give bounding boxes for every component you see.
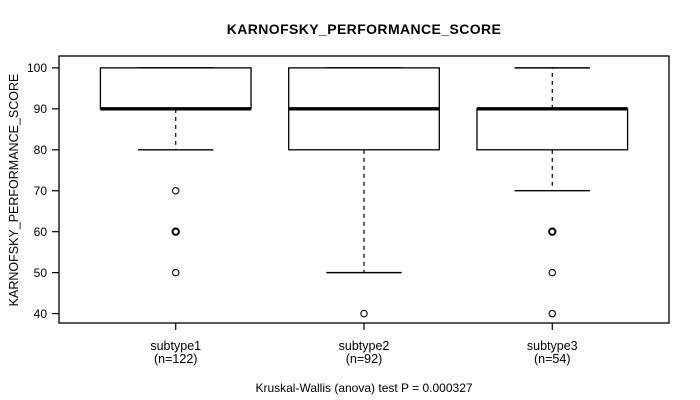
boxplot-group-subtype3: subtype3(n=54) [476,67,629,366]
x-tick-sublabel-subtype3: (n=54) [534,352,570,366]
y-tick-label: 100 [27,61,47,75]
x-tick-sublabel-subtype1: (n=122) [154,352,197,366]
x-tick-sublabel-subtype2: (n=92) [346,352,382,366]
outlier-point [548,309,557,318]
outlier-point [360,309,368,318]
outlier-point [171,186,180,195]
iqr-box [99,67,252,110]
y-tick-label: 50 [34,266,48,280]
outlier-point [171,227,180,236]
x-tick-label-subtype1: subtype1 [150,339,201,353]
boxplot-group-subtype2: subtype2(n=92) [288,67,440,366]
iqr-box [476,108,629,151]
y-tick-label: 90 [34,102,48,116]
y-tick-label: 80 [34,143,48,157]
outlier-point [548,268,557,277]
outlier-point [171,268,180,277]
y-tick-label: 60 [34,225,48,239]
x-tick-label-subtype2: subtype2 [339,339,390,353]
boxplot-group-subtype1: subtype1(n=122) [99,67,252,366]
y-tick-label: 70 [34,184,48,198]
outlier-point [548,227,557,236]
y-tick-label: 40 [34,307,48,321]
x-tick-label-subtype3: subtype3 [527,339,578,353]
chart-title: KARNOFSKY_PERFORMANCE_SCORE [226,21,502,37]
caption-kruskal-wallis-test: Kruskal-Wallis (anova) test P = 0.000327 [255,381,473,395]
